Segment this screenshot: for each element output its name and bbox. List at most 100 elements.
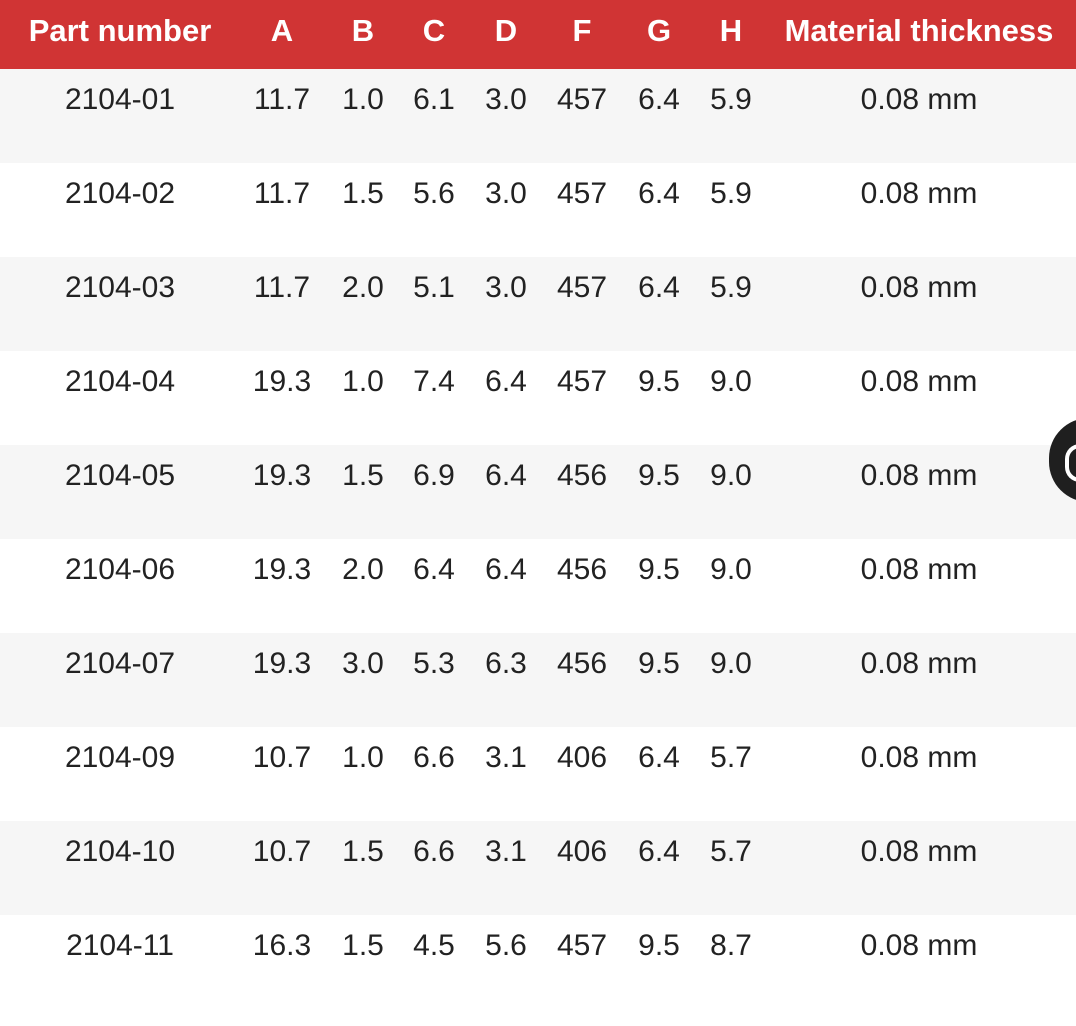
table-cell: 5.7: [700, 727, 762, 821]
table-cell: 2104-11: [0, 915, 240, 1009]
table-cell: 6.4: [618, 163, 700, 257]
table-cell: 3.0: [466, 69, 546, 163]
table-cell: 5.9: [700, 163, 762, 257]
table-cell: 2104-04: [0, 351, 240, 445]
table-cell: 456: [546, 445, 618, 539]
table-row: 2104-01 11.7 1.0 6.1 3.0 457 6.4 5.9 0.08 mm: [0, 69, 1076, 163]
table-row: 2104-10 10.7 1.5 6.6 3.1 406 6.4 5.7 0.08 mm: [0, 821, 1076, 915]
table-row: 2104-05 19.3 1.5 6.9 6.4 456 9.5 9.0 0.08 mm: [0, 445, 1076, 539]
table-cell: 6.6: [402, 727, 466, 821]
table-cell: 457: [546, 257, 618, 351]
table-cell: 9.5: [618, 633, 700, 727]
header-row: Part number A B C D F G H Material thickness: [0, 0, 1076, 69]
table-cell: 9.0: [700, 539, 762, 633]
table-cell: 5.6: [402, 163, 466, 257]
table-cell: 5.6: [466, 915, 546, 1009]
table-cell: 1.0: [324, 727, 402, 821]
table-cell: 6.4: [618, 257, 700, 351]
table-cell: 4.5: [402, 915, 466, 1009]
table-cell: 1.0: [324, 69, 402, 163]
table-row: 2104-07 19.3 3.0 5.3 6.3 456 9.5 9.0 0.08 mm: [0, 633, 1076, 727]
table-cell: 0.08 mm: [762, 69, 1076, 163]
column-header-f: F: [546, 0, 618, 69]
table-cell: 16.3: [240, 915, 324, 1009]
table-cell: 11.7: [240, 163, 324, 257]
table-cell: 457: [546, 351, 618, 445]
table-cell: 11.7: [240, 257, 324, 351]
table-cell: 3.0: [466, 257, 546, 351]
table-cell: 1.5: [324, 915, 402, 1009]
table-body: 2104-01 11.7 1.0 6.1 3.0 457 6.4 5.9 0.08 mm 2104…: [0, 69, 1076, 1009]
table-cell: 1.5: [324, 445, 402, 539]
table-header: Part number A B C D F G H Material thickness: [0, 0, 1076, 69]
table-row: 2104-03 11.7 2.0 5.1 3.0 457 6.4 5.9 0.08 mm: [0, 257, 1076, 351]
table-cell: 1.5: [324, 163, 402, 257]
table-cell: 19.3: [240, 445, 324, 539]
table-cell: 0.08 mm: [762, 821, 1076, 915]
table-cell: 406: [546, 821, 618, 915]
table-cell: 2.0: [324, 257, 402, 351]
table-cell: 7.4: [402, 351, 466, 445]
table-cell: 6.4: [466, 445, 546, 539]
table-cell: 3.0: [324, 633, 402, 727]
column-header-d: D: [466, 0, 546, 69]
table-cell: 10.7: [240, 727, 324, 821]
table-cell: 0.08 mm: [762, 351, 1076, 445]
table-cell: 2104-03: [0, 257, 240, 351]
table-cell: 6.4: [618, 727, 700, 821]
table-cell: 457: [546, 163, 618, 257]
table-cell: 0.08 mm: [762, 445, 1076, 539]
table-cell: 9.0: [700, 351, 762, 445]
table-cell: 19.3: [240, 633, 324, 727]
table-cell: 6.4: [618, 821, 700, 915]
table-cell: 406: [546, 727, 618, 821]
table-row: 2104-11 16.3 1.5 4.5 5.6 457 9.5 8.7 0.08 mm: [0, 915, 1076, 1009]
table-cell: 10.7: [240, 821, 324, 915]
table-cell: 0.08 mm: [762, 539, 1076, 633]
table-cell: 5.7: [700, 821, 762, 915]
column-header-h: H: [700, 0, 762, 69]
table-cell: 2104-10: [0, 821, 240, 915]
table-cell: 2104-05: [0, 445, 240, 539]
table-cell: 6.4: [402, 539, 466, 633]
column-header-a: A: [240, 0, 324, 69]
table-cell: 2104-01: [0, 69, 240, 163]
table-cell: 19.3: [240, 351, 324, 445]
table-cell: 9.0: [700, 445, 762, 539]
table-cell: 0.08 mm: [762, 727, 1076, 821]
table-cell: 6.4: [466, 539, 546, 633]
column-header-part-number: Part number: [0, 0, 240, 69]
table-cell: 1.5: [324, 821, 402, 915]
table-cell: 5.3: [402, 633, 466, 727]
table-cell: 9.5: [618, 445, 700, 539]
table-cell: 19.3: [240, 539, 324, 633]
table-cell: 0.08 mm: [762, 915, 1076, 1009]
table-cell: 9.0: [700, 633, 762, 727]
table-cell: 9.5: [618, 915, 700, 1009]
table-cell: 5.1: [402, 257, 466, 351]
table-cell: 457: [546, 69, 618, 163]
column-header-material-thickness: Material thickness: [762, 0, 1076, 69]
column-header-g: G: [618, 0, 700, 69]
table-cell: 3.0: [466, 163, 546, 257]
table-cell: 9.5: [618, 351, 700, 445]
column-header-b: B: [324, 0, 402, 69]
table-row: 2104-09 10.7 1.0 6.6 3.1 406 6.4 5.7 0.08 mm: [0, 727, 1076, 821]
table-cell: 2104-07: [0, 633, 240, 727]
table-cell: 0.08 mm: [762, 633, 1076, 727]
table-cell: 6.4: [466, 351, 546, 445]
table-cell: 2104-02: [0, 163, 240, 257]
table-row: 2104-02 11.7 1.5 5.6 3.0 457 6.4 5.9 0.08 mm: [0, 163, 1076, 257]
table-cell: 8.7: [700, 915, 762, 1009]
table-cell: 5.9: [700, 69, 762, 163]
table-row: 2104-06 19.3 2.0 6.4 6.4 456 9.5 9.0 0.08 mm: [0, 539, 1076, 633]
chat-bubble-icon: [1065, 444, 1076, 482]
table-cell: 456: [546, 539, 618, 633]
table-cell: 6.1: [402, 69, 466, 163]
table-cell: 9.5: [618, 539, 700, 633]
table-cell: 2104-09: [0, 727, 240, 821]
table-cell: 1.0: [324, 351, 402, 445]
table-cell: 6.3: [466, 633, 546, 727]
table-cell: 2104-06: [0, 539, 240, 633]
